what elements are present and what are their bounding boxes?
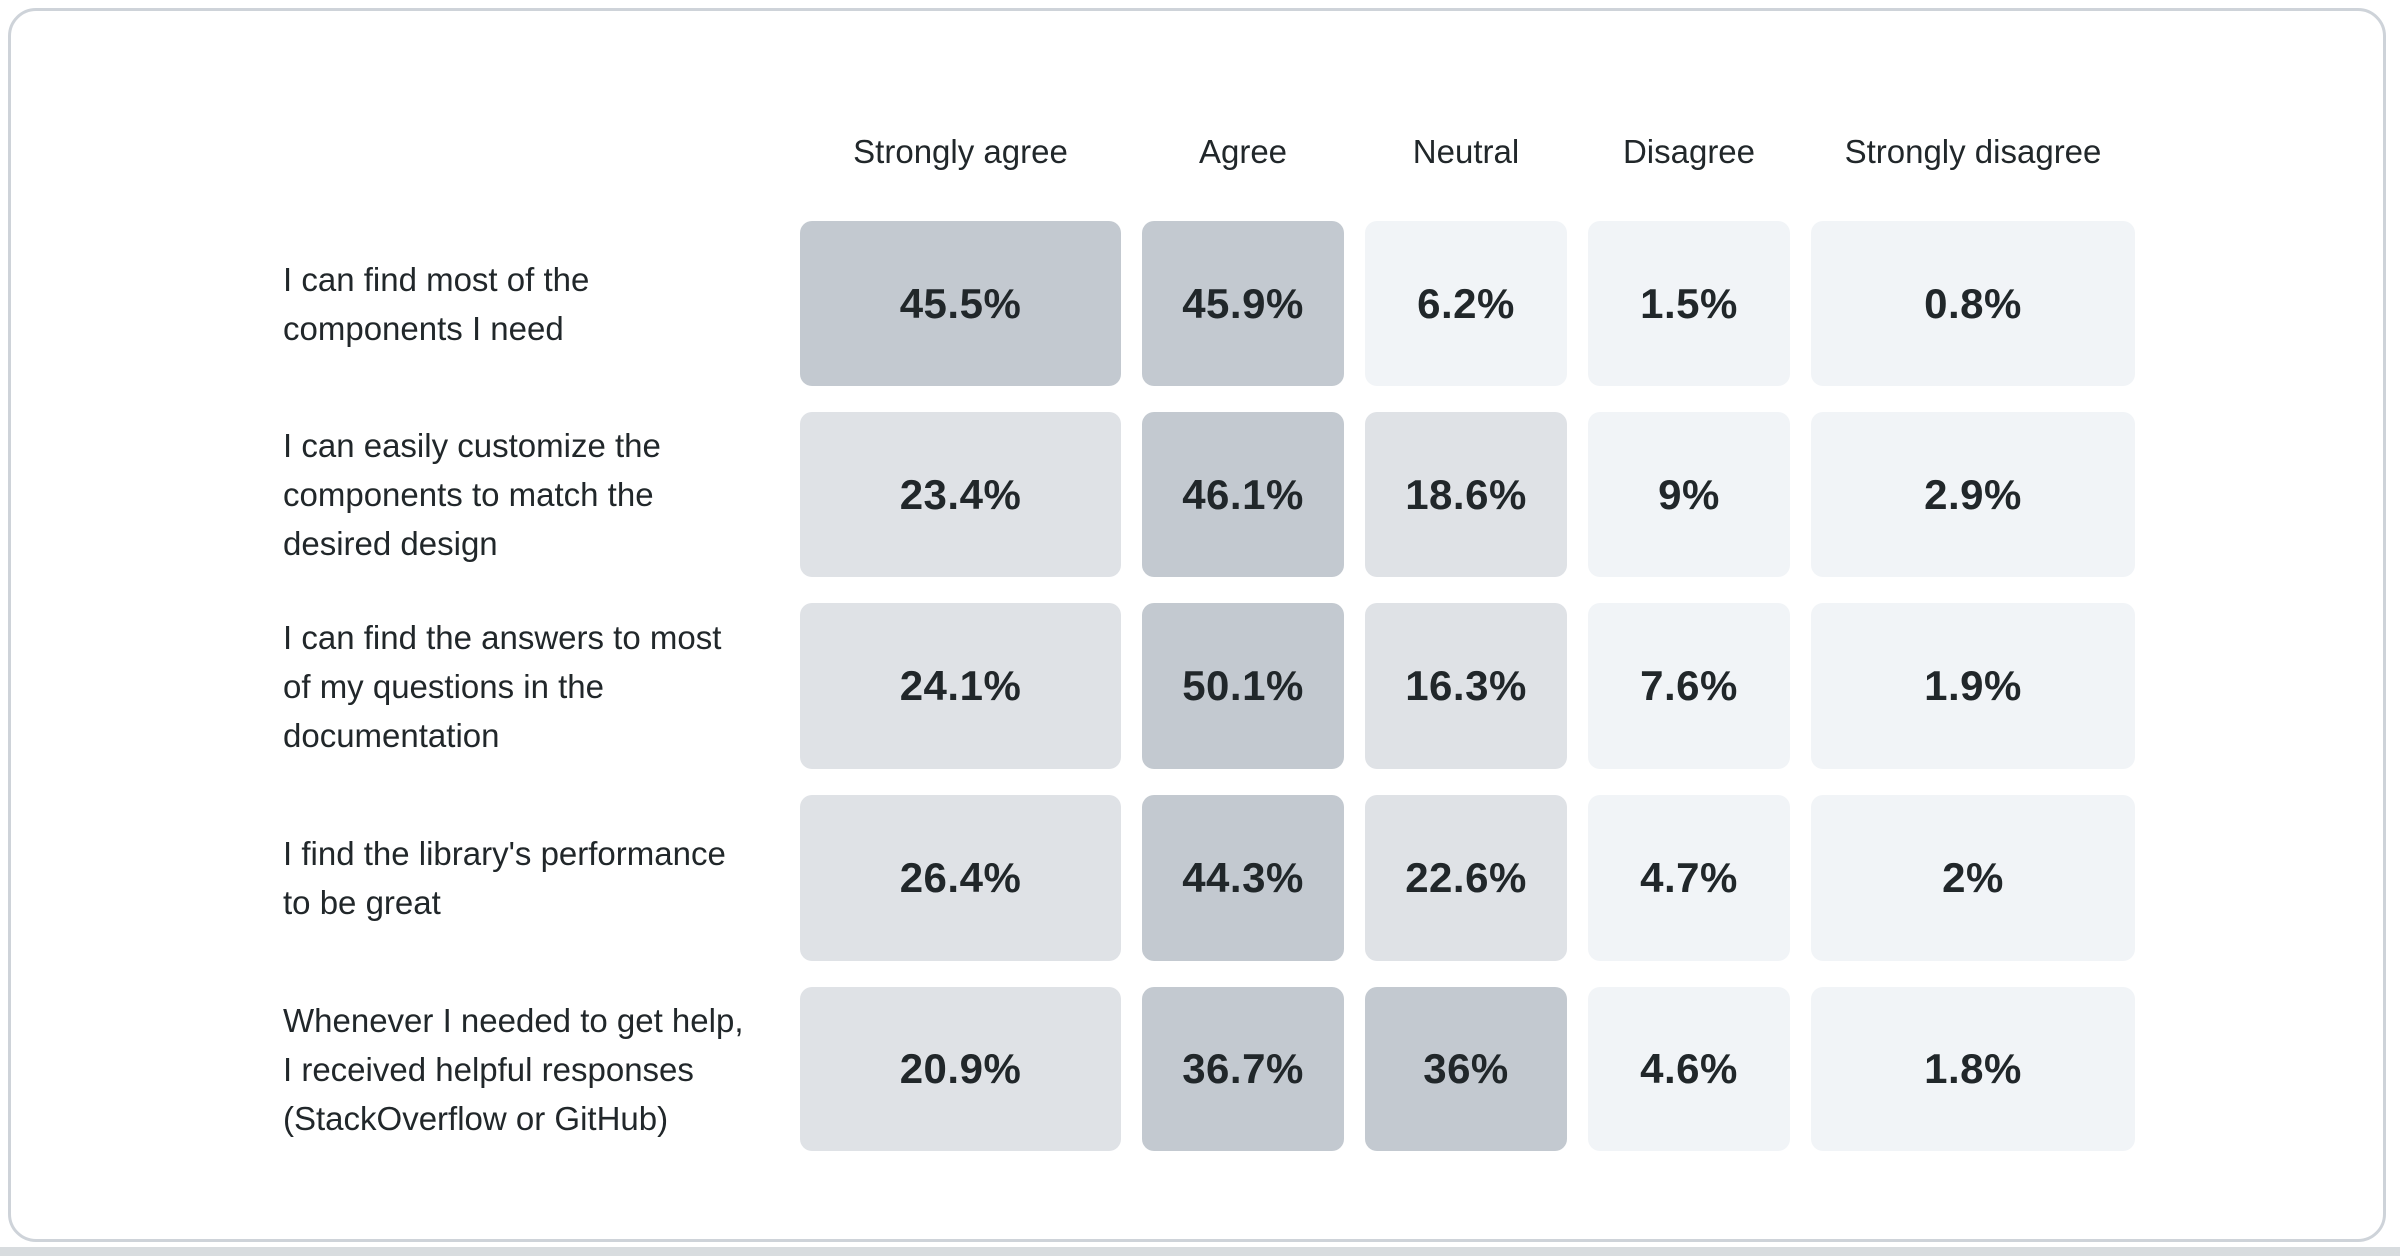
- row-label-5: Whenever I needed to get help, I receive…: [283, 1001, 744, 1137]
- row-label-1: I can find most of the components I need: [283, 260, 590, 347]
- heatmap-cell: 7.6%: [1588, 603, 1790, 769]
- column-header-2: Agree: [1198, 133, 1288, 170]
- heatmap-cell: 1.5%: [1588, 221, 1790, 386]
- heatmap-cell: 45.9%: [1142, 221, 1344, 386]
- heatmap-cell: 18.6%: [1365, 412, 1567, 577]
- heatmap-cell: 2%: [1811, 795, 2135, 961]
- heatmap-cell: 46.1%: [1142, 412, 1344, 577]
- heatmap-cell: 9%: [1588, 412, 1790, 577]
- heatmap-cell: 45.5%: [800, 221, 1121, 386]
- heatmap-grid: Strongly agree Agree Neutral Disagree Strong…: [283, 109, 2135, 1151]
- heatmap-cell: 6.2%: [1365, 221, 1567, 386]
- heatmap-cell: 1.8%: [1811, 987, 2135, 1151]
- column-header-4: Disagree: [1622, 133, 1756, 170]
- card: Strongly agree Agree Neutral Disagree Strong…: [8, 8, 2386, 1242]
- heatmap-cell: 2.9%: [1811, 412, 2135, 577]
- heatmap-cell: 1.9%: [1811, 603, 2135, 769]
- row-label-4: I find the library's performance to be g…: [283, 835, 726, 921]
- row-label-3: I can find the answers to most of my que…: [283, 618, 722, 754]
- column-header-3: Neutral: [1412, 133, 1520, 170]
- corner-spacer: [283, 109, 779, 195]
- heatmap-cell: 0.8%: [1811, 221, 2135, 386]
- bottom-edge-bar: [0, 1247, 2400, 1256]
- column-header-5: Strongly disagree: [1844, 133, 2102, 170]
- heatmap-cell: 22.6%: [1365, 795, 1567, 961]
- heatmap-cell: 4.7%: [1588, 795, 1790, 961]
- heatmap-cell: 16.3%: [1365, 603, 1567, 769]
- heatmap-cell: 44.3%: [1142, 795, 1344, 961]
- heatmap-cell: 26.4%: [800, 795, 1121, 961]
- heatmap-cell: 36.7%: [1142, 987, 1344, 1151]
- column-header-1: Strongly agree: [853, 133, 1068, 170]
- heatmap-cell: 20.9%: [800, 987, 1121, 1151]
- heatmap-cell: 24.1%: [800, 603, 1121, 769]
- row-label-2: I can easily customize the components to…: [283, 427, 661, 562]
- heatmap-cell: 23.4%: [800, 412, 1121, 577]
- heatmap-cell: 36%: [1365, 987, 1567, 1151]
- heatmap-cell: 4.6%: [1588, 987, 1790, 1151]
- heatmap-cell: 50.1%: [1142, 603, 1344, 769]
